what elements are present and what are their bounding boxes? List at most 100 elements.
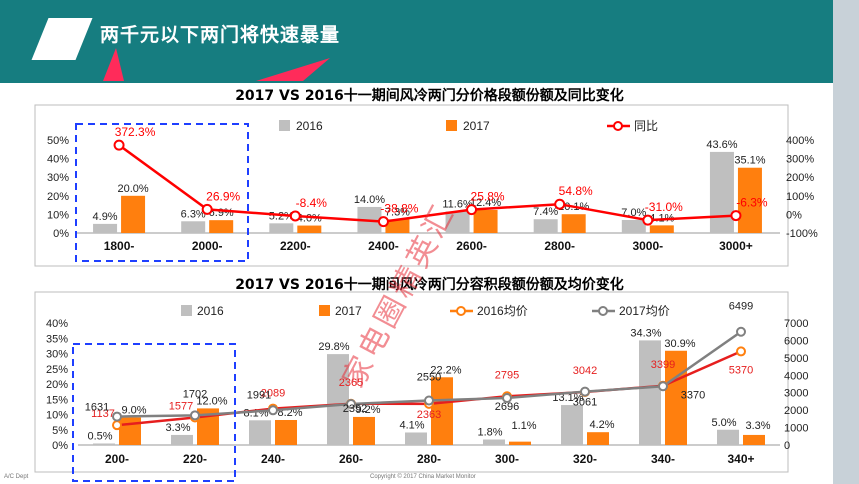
chart1-label-2017: 20.0% (117, 183, 148, 195)
chart1-title: 2017 VS 2016十一期间风冷两门分价格段额份额及同比变化 (235, 88, 624, 104)
chart1-legend-marker-yoy (613, 121, 623, 131)
chart1-label-yoy: -38.8% (380, 202, 418, 216)
chart2-label-2017-avg: 3370 (681, 389, 705, 401)
chart1-yleft-tick: 40% (47, 154, 69, 166)
chart1-label-2017: 35.1% (734, 155, 765, 167)
chart1-legend-2017: 2017 (463, 119, 490, 133)
chart2-bar-2016 (93, 443, 115, 445)
chart1-yleft-tick: 20% (47, 191, 69, 203)
chart2-label-2016-avg: 1577 (169, 401, 193, 413)
chart1-label-2016: 11.6% (442, 198, 473, 210)
chart1-highlight-box (75, 123, 249, 262)
chart1-point-yoy (377, 216, 389, 228)
chart2-title: 2017 VS 2016十一期间风冷两门分容积段额份额及均价变化 (235, 277, 624, 293)
chart2-legend-2016-avg: 2016均价 (477, 304, 528, 318)
chart1-legend-swatch-2016 (279, 120, 290, 131)
chart2-bar-2016 (327, 354, 349, 445)
chart1-frame (34, 104, 789, 267)
chart1-bar-2016 (93, 223, 118, 233)
chart2-label-2016: 4.1% (399, 419, 424, 431)
chart2-legend-2017: 2017 (335, 304, 362, 318)
chart2-label-2016: 1.8% (477, 427, 502, 439)
chart2-category-label: 300- (495, 452, 519, 466)
chart2-highlight-box (72, 343, 236, 482)
chart2-point-2017-avg (346, 399, 356, 410)
chart2-label-2016: 3.3% (165, 422, 190, 434)
chart2-label-2016-avg: 2089 (261, 388, 285, 400)
chart1-label-2016: 43.6% (706, 139, 737, 151)
chart2-yleft-tick: 40% (46, 318, 68, 330)
chart2-category-label: 340+ (727, 452, 754, 466)
chart2-bar-2017 (431, 377, 453, 445)
chart1-yleft-tick: 10% (47, 209, 69, 221)
chart1-legend-2016: 2016 (296, 119, 323, 133)
chart2-label-2017-avg: 2352 (343, 403, 367, 415)
chart2-yleft-tick: 30% (46, 349, 68, 361)
chart2-category-label: 280- (417, 452, 441, 466)
chart2-bar-2016 (639, 340, 661, 445)
chart2-category-label: 200- (105, 452, 129, 466)
chart2-bar-2016 (171, 434, 193, 445)
chart1-category-label: 2400- (368, 239, 399, 253)
chart2-label-2017-avg: 2696 (495, 401, 519, 413)
chart2-yleft-tick: 0% (52, 440, 68, 452)
chart1-yright-tick: 100% (786, 191, 814, 203)
chart1-bar-2017 (209, 220, 234, 233)
chart1-yleft-tick: 50% (47, 135, 69, 147)
chart2-point-2016-avg (736, 346, 746, 357)
chart1-bar-2016 (181, 221, 206, 233)
chart1-yright-tick: 200% (786, 172, 814, 184)
chart2-legend-marker-2016-avg (456, 306, 466, 316)
chart2-legend-marker-2017-avg (598, 306, 608, 316)
chart2-point-2016-avg (112, 420, 122, 431)
chart2-point-2017-avg (190, 410, 200, 421)
chart2-point-2017-avg (268, 405, 278, 416)
chart1-point-yoy (201, 203, 213, 215)
chart2-legend-swatch-2016 (181, 305, 192, 316)
chart1-point-yoy (289, 210, 301, 222)
chart2-yright-tick: 5000 (784, 353, 808, 365)
chart2-yright-tick: 0 (784, 440, 790, 452)
chart2-yright-tick: 4000 (784, 370, 808, 382)
chart2-category-label: 260- (339, 452, 363, 466)
chart1-yleft-tick: 30% (47, 172, 69, 184)
chart2-bar-2016 (717, 429, 739, 445)
chart1-label-yoy: -8.4% (296, 196, 328, 210)
chart1-point-yoy (113, 139, 125, 151)
chart1-label-yoy: -31.0% (645, 200, 683, 214)
chart2-category-label: 320- (573, 452, 597, 466)
chart2-label-2017: 12.0% (196, 395, 227, 407)
chart1-bar-2017 (649, 225, 674, 233)
chart2-bar-2017 (587, 432, 609, 445)
chart1-label-2016: 14.0% (354, 194, 385, 206)
chart2-point-2017-avg (112, 411, 122, 422)
chart2-label-2017-avg: 6499 (729, 301, 753, 313)
chart1-category-label: 3000+ (719, 239, 753, 253)
chart2-bar-2016 (483, 439, 505, 445)
chart2-point-2017-avg (736, 326, 746, 337)
chart1-label-2017: 12.4% (470, 197, 501, 209)
chart2-label-2016-avg: 1137 (91, 408, 115, 420)
chart2-yright-tick: 7000 (784, 318, 808, 330)
chart2-label-2016: 0.5% (87, 430, 112, 442)
chart2-label-2016: 34.3% (630, 327, 661, 339)
chart1-label-2016: 6.3% (181, 208, 206, 220)
chart1-point-yoy (730, 210, 742, 222)
chart2-label-2016-avg: 3399 (651, 359, 675, 371)
chart1-label-2016: 4.9% (93, 211, 118, 223)
chart1-label-yoy: -6.3% (736, 196, 768, 210)
chart2-yleft-tick: 25% (46, 364, 68, 376)
chart2-label-2016-avg: 2363 (417, 409, 441, 421)
side-panel-decoration (833, 0, 859, 484)
chart2-point-2017-avg (580, 386, 590, 397)
chart2-category-label: 340- (651, 452, 675, 466)
chart2-category-label: 220- (183, 452, 207, 466)
chart1-line-yoy (118, 144, 737, 223)
chart1-label-2017: 7.3% (385, 206, 410, 218)
chart2-yleft-tick: 15% (46, 394, 68, 406)
chart1-bar-2016 (709, 151, 734, 233)
chart2-point-2017-avg (502, 393, 512, 404)
chart1-label-yoy: 372.3% (115, 125, 156, 139)
chart2-bar-2016 (249, 420, 271, 445)
chart1-category-label: 1800- (104, 239, 135, 253)
